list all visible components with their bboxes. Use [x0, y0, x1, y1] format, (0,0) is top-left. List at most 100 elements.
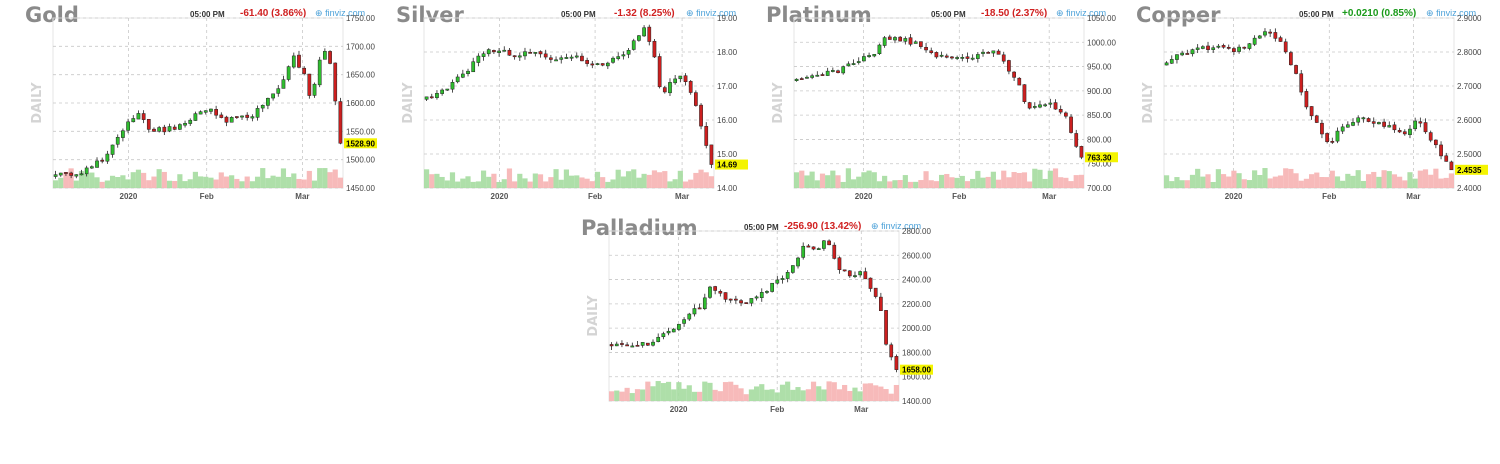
- volume-bar: [1345, 173, 1351, 188]
- x-tick-label: Feb: [952, 192, 966, 201]
- last-price-label: 763.30: [1087, 153, 1112, 162]
- volume-bar: [68, 168, 74, 188]
- candle-body: [266, 97, 270, 106]
- candle-body: [450, 82, 455, 90]
- volume-bar: [769, 389, 775, 401]
- volume-bar: [631, 169, 637, 188]
- candle-body: [234, 116, 239, 118]
- source-link[interactable]: ⊕ finviz.com: [686, 8, 736, 19]
- volume-bar: [1283, 168, 1289, 188]
- chart-panel-silver: Silver 05:00 PM -1.32 (8.25%) ⊕ finviz.c…: [396, 4, 756, 204]
- volume-bar: [831, 382, 837, 401]
- last-price-label: 2.4535: [1457, 166, 1482, 175]
- volume-bar: [135, 169, 142, 188]
- candle-body: [1320, 122, 1324, 135]
- candle-body: [1418, 121, 1423, 124]
- volume-bar: [852, 387, 858, 401]
- source-link[interactable]: ⊕ finviz.com: [1426, 8, 1476, 19]
- volume-bar: [53, 180, 59, 188]
- candle-body: [1402, 131, 1407, 135]
- volume-bar: [893, 384, 899, 401]
- x-tick-label: Feb: [588, 192, 602, 201]
- y-tick-label: 1800.00: [902, 348, 931, 357]
- volume-bar: [1391, 174, 1398, 188]
- volume-bar: [491, 173, 497, 188]
- candle-body: [678, 75, 683, 80]
- y-tick-label: 750.00: [1087, 160, 1112, 169]
- volume-bar: [455, 181, 461, 188]
- candle-body: [694, 92, 698, 106]
- volume-bar: [125, 179, 131, 188]
- candle-body: [939, 54, 944, 57]
- y-tick-label: 1000.00: [1087, 38, 1116, 47]
- volume-bar: [574, 175, 580, 188]
- candle-body: [250, 116, 255, 119]
- volume-bar: [883, 389, 889, 401]
- source-link[interactable]: ⊕ finviz.com: [315, 8, 365, 19]
- source-link[interactable]: ⊕ finviz.com: [871, 221, 921, 232]
- candle-body: [805, 76, 809, 79]
- volume-bar: [876, 181, 883, 188]
- candle-body: [1043, 104, 1048, 107]
- volume-bar: [651, 170, 658, 188]
- candle-body: [884, 310, 888, 345]
- candle-body: [157, 127, 162, 132]
- candle-body: [960, 57, 965, 59]
- volume-bar: [954, 177, 960, 188]
- candle-body: [1257, 35, 1262, 39]
- volume-bar: [1078, 174, 1084, 188]
- candle-body: [245, 114, 250, 118]
- candle-body: [1325, 133, 1329, 143]
- candle-body: [121, 130, 125, 138]
- volume-bar: [104, 180, 110, 188]
- volume-bar: [84, 173, 90, 188]
- volume-bar: [1021, 172, 1028, 188]
- volume-bar: [939, 174, 945, 188]
- y-tick-label: 1550.00: [346, 127, 375, 136]
- volume-bar: [671, 389, 677, 401]
- candle-body: [806, 245, 811, 248]
- volume-bar: [688, 179, 694, 188]
- daily-side-label: DAILY: [401, 82, 416, 124]
- volume-bar: [460, 178, 466, 188]
- candle-body: [1027, 102, 1032, 109]
- candle-body: [1444, 155, 1449, 162]
- candlestick-chart: 19.00 18.00 17.00 16.00 15.00 14.00 2020 Feb Mar…: [401, 14, 748, 201]
- source-text: finviz.com: [1436, 8, 1477, 18]
- volume-bar: [120, 175, 126, 188]
- candle-body: [131, 118, 136, 123]
- volume-bar: [203, 176, 209, 188]
- candle-body: [677, 323, 681, 330]
- volume-bar: [99, 181, 105, 188]
- candle-body: [281, 79, 286, 89]
- volume-bar: [897, 180, 903, 188]
- x-tick-label: 2020: [855, 192, 873, 201]
- candle-body: [657, 56, 662, 88]
- volume-bar: [816, 386, 822, 401]
- candlestick-chart: 2800.00 2600.00 2400.00 2200.00 2000.00 1800.…: [586, 227, 933, 414]
- candle-body: [276, 88, 281, 94]
- volume-bar: [1355, 170, 1361, 188]
- candle-body: [214, 109, 218, 116]
- volume-bar: [636, 177, 642, 188]
- source-link[interactable]: ⊕ finviz.com: [1056, 8, 1106, 19]
- volume-bar: [558, 179, 564, 188]
- volume-bar: [743, 394, 749, 401]
- candle-body: [810, 75, 814, 78]
- volume-bar: [1184, 180, 1190, 188]
- candle-body: [492, 50, 496, 53]
- candle-body: [79, 173, 84, 176]
- candle-body: [574, 55, 579, 58]
- candle-body: [549, 57, 553, 60]
- y-tick-label: 1050.00: [1087, 14, 1116, 23]
- candle-body: [739, 300, 743, 304]
- candle-body: [105, 153, 110, 162]
- volume-bar: [130, 172, 136, 188]
- volume-bar: [156, 169, 162, 188]
- candle-body: [836, 70, 840, 73]
- candle-body: [1371, 121, 1376, 124]
- volume-bar: [254, 176, 261, 188]
- candle-body: [323, 51, 327, 60]
- volume-bar: [928, 180, 934, 188]
- volume-bar: [444, 180, 450, 188]
